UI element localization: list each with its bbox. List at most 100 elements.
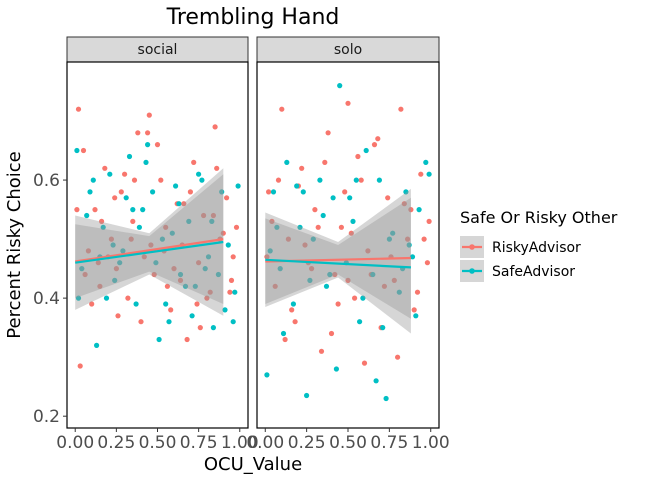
x-tick-label: 0.75 (370, 433, 408, 453)
legend-title: Safe Or Risky Other (460, 208, 618, 227)
data-point (219, 189, 225, 195)
data-point (187, 189, 193, 195)
data-point (156, 336, 162, 343)
data-point (100, 224, 106, 230)
data-point (89, 301, 95, 307)
data-point (102, 165, 108, 171)
data-point (416, 207, 422, 213)
data-point (85, 248, 91, 254)
x-tick-label: 1.00 (221, 433, 259, 453)
data-point (270, 189, 277, 195)
y-tick-label: 0.4 (33, 289, 60, 309)
data-point (163, 301, 169, 307)
data-point (97, 283, 103, 289)
data-point (411, 307, 417, 313)
data-point (115, 313, 121, 319)
data-point (337, 83, 343, 89)
data-point (376, 177, 382, 183)
facet-label-solo: solo (334, 42, 362, 58)
y-tick-label: 0.6 (33, 171, 60, 191)
data-point (228, 277, 235, 283)
data-point (92, 207, 98, 213)
panel-social: social 0.00 0.25 0.50 0.75 1.00 (56, 36, 259, 453)
data-point (110, 242, 116, 248)
legend: Safe Or Risky Other RiskyAdvisor SafeAdvi… (460, 208, 618, 282)
data-point (317, 177, 323, 183)
data-point (192, 283, 198, 289)
data-point (398, 106, 404, 112)
data-point (266, 189, 272, 195)
data-point (130, 218, 136, 224)
data-point (304, 392, 310, 399)
data-point (177, 277, 184, 283)
data-point (328, 330, 335, 337)
data-point (426, 218, 432, 224)
facet-label-social: social (138, 42, 178, 58)
data-point (145, 142, 151, 148)
data-point (153, 260, 159, 266)
data-point (107, 171, 113, 177)
legend-key-point (469, 268, 475, 274)
data-point (365, 248, 371, 254)
data-point (373, 378, 379, 384)
data-point (421, 236, 427, 242)
data-point (209, 218, 215, 224)
data-point (342, 189, 348, 195)
data-point (148, 242, 154, 248)
points-SafeAdvisor (264, 83, 432, 402)
data-point (196, 171, 202, 177)
facet-strip-solo (256, 36, 440, 63)
data-point (196, 260, 202, 266)
legend-entry-SafeAdvisor: SafeAdvisor (460, 260, 575, 282)
data-point (75, 106, 82, 112)
data-point (333, 366, 339, 372)
data-point (150, 189, 156, 195)
data-point (186, 218, 192, 224)
data-point (375, 136, 381, 142)
data-point (424, 260, 430, 266)
data-point (163, 224, 169, 230)
data-point (135, 130, 141, 136)
data-point (409, 254, 416, 260)
data-point (315, 224, 321, 230)
data-point (345, 100, 351, 106)
data-point (210, 325, 216, 331)
x-axis-label: OCU_Value (204, 454, 302, 475)
data-point (358, 177, 364, 183)
data-point (279, 106, 285, 112)
data-point (386, 236, 392, 242)
data-point (222, 307, 228, 313)
data-point (77, 363, 83, 369)
data-point (215, 271, 221, 278)
data-point (181, 201, 187, 207)
legend-entry-RiskyAdvisor: RiskyAdvisor (460, 236, 581, 258)
data-point (131, 177, 138, 183)
points-RiskyAdvisor (264, 100, 432, 366)
data-point (332, 271, 338, 278)
data-point (227, 289, 233, 295)
x-tick-label: 0.00 (246, 433, 284, 453)
data-point (357, 319, 363, 325)
data-point (300, 189, 306, 195)
data-point (197, 325, 203, 331)
data-point (294, 183, 300, 189)
data-point (275, 177, 282, 183)
data-point (274, 224, 280, 230)
data-point (94, 342, 100, 348)
data-point (74, 147, 80, 154)
data-point (232, 289, 238, 295)
legend-label: RiskyAdvisor (492, 240, 581, 256)
data-point (136, 224, 142, 230)
data-point (325, 130, 331, 136)
legend-label: SafeAdvisor (492, 264, 575, 280)
data-point (123, 195, 129, 201)
data-point (323, 283, 330, 289)
data-point (146, 112, 152, 118)
data-point (423, 159, 429, 165)
data-point (383, 395, 389, 402)
data-point (361, 360, 368, 366)
data-point (269, 218, 275, 224)
data-point (310, 236, 316, 242)
